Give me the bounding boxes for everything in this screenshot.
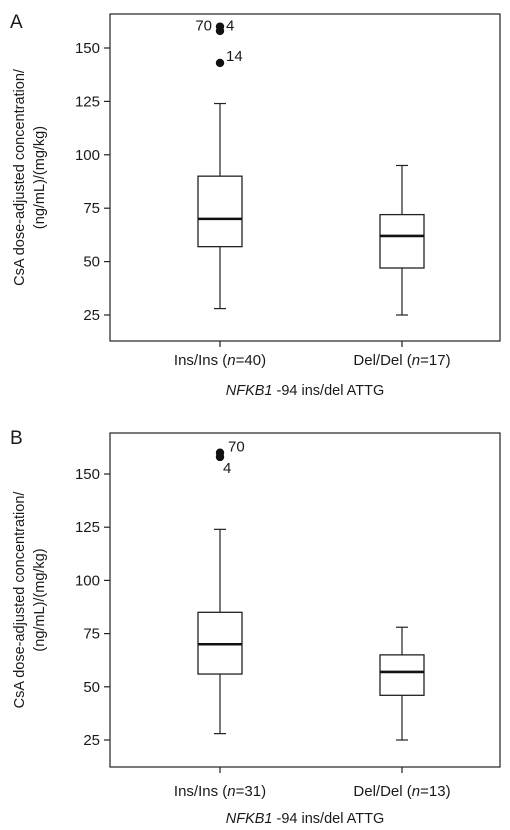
y-axis-label-line2: (ng/mL)/(mg/kg) (32, 126, 48, 229)
x-category-label-suffix: =31) (236, 783, 266, 800)
plot-frame (109, 13, 501, 342)
y-tick-label: 50 (83, 254, 100, 271)
x-axis-label-variant: -94 ins/del ATTG (273, 383, 385, 399)
x-category-label-suffix: =13) (420, 783, 450, 800)
outlier-label: 70 (228, 439, 245, 456)
y-tick-label: 50 (83, 679, 100, 696)
y-axis-label-line2: (ng/mL)/(mg/kg) (32, 548, 48, 651)
outlier-point (215, 58, 225, 68)
outlier-point (215, 452, 225, 462)
x-category-label-prefix: Ins/Ins ( (174, 352, 227, 369)
x-category-label: Ins/Ins (n=31) (174, 783, 266, 800)
y-axis-label-line1: CsA dose-adjusted concentration/ (12, 491, 28, 709)
y-tick-label: 100 (75, 572, 100, 589)
x-category-label-suffix: =40) (236, 352, 266, 369)
x-axis-label-gene: NFKB1 (226, 383, 273, 399)
y-tick-label: 25 (83, 732, 100, 749)
x-category-label-prefix: Del/Del ( (353, 783, 411, 800)
x-category-label: Del/Del (n=13) (353, 783, 450, 800)
iqr-box (379, 654, 425, 696)
y-tick-label: 75 (83, 200, 100, 217)
iqr-box (197, 175, 243, 248)
box-group-1: 70 4 Ins/Ins (n=31) (174, 439, 266, 800)
y-tick-label: 25 (83, 307, 100, 324)
x-category-label-n: n (227, 352, 235, 369)
box-group-2: Del/Del (n=13) (353, 626, 451, 800)
x-category-label-suffix: =17) (420, 352, 450, 369)
panel-letter: A (10, 12, 23, 33)
y-tick-label: 75 (83, 626, 100, 643)
panel-b: B 25 50 75 100 125 150 CsA dose-adjusted concen… (10, 428, 501, 827)
x-axis-label: NFKB1 -94 ins/del ATTG (226, 383, 385, 399)
y-tick-label: 125 (75, 93, 100, 110)
x-category-label: Ins/Ins (n=40) (174, 352, 266, 369)
y-tick-label: 150 (75, 40, 100, 57)
box-group-1: 70 4 14 Ins/Ins (n=40) (174, 18, 266, 369)
x-axis-label-gene: NFKB1 (226, 811, 273, 827)
y-tick-label: 150 (75, 466, 100, 483)
outlier-label: 70 (195, 18, 212, 35)
x-category-label-n: n (412, 352, 420, 369)
x-category-label-n: n (227, 783, 235, 800)
outlier-label: 4 (223, 460, 231, 477)
panel-letter: B (10, 428, 23, 449)
outlier-label: 4 (226, 18, 234, 35)
x-axis-label-variant: -94 ins/del ATTG (273, 811, 385, 827)
box-group-2: Del/Del (n=17) (353, 164, 451, 369)
panel-a: A 25 50 75 100 125 150 CsA dose-adjusted concen… (10, 12, 501, 399)
y-tick-label: 100 (75, 147, 100, 164)
y-axis-label-line1: CsA dose-adjusted concentration/ (12, 68, 28, 286)
x-category-label-prefix: Ins/Ins ( (174, 783, 227, 800)
y-tick-label: 125 (75, 519, 100, 536)
outlier-label: 14 (226, 48, 243, 65)
x-category-label-prefix: Del/Del ( (353, 352, 411, 369)
plot-frame (109, 432, 501, 768)
outlier-point (215, 22, 225, 31)
x-category-label: Del/Del (n=17) (353, 352, 450, 369)
iqr-box (379, 213, 425, 269)
x-category-label-n: n (412, 783, 420, 800)
x-axis-label: NFKB1 -94 ins/del ATTG (226, 811, 385, 827)
